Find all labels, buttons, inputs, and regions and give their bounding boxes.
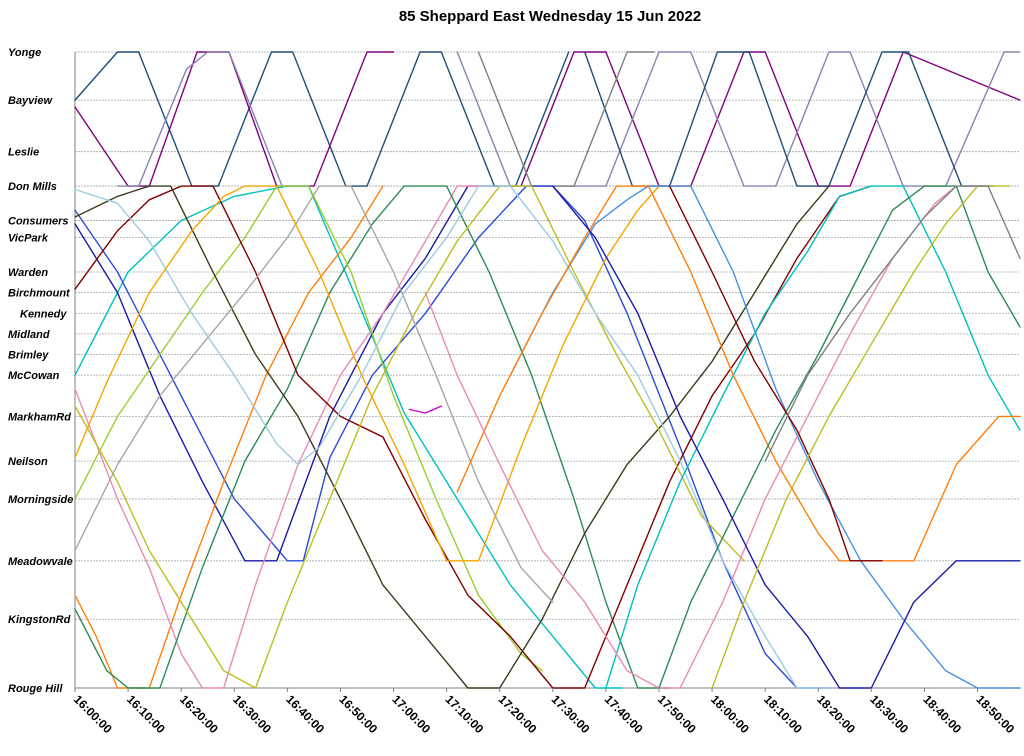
trip-line-21 (605, 185, 1021, 689)
stop-label-brimley: Brimley (8, 350, 49, 362)
trip-line-28 (711, 185, 1011, 689)
chart-title: 85 Sheppard East Wednesday 15 Jun 2022 (399, 8, 701, 25)
stop-label-meadowvale: Meadowvale (8, 556, 73, 568)
trip-line-8 (74, 185, 623, 689)
stop-label-morningside: Morningside (8, 494, 73, 506)
trip-line-11 (74, 185, 384, 689)
trip-line-18 (74, 185, 554, 603)
trip-line-15 (74, 185, 872, 689)
trip-line-29 (764, 185, 1021, 462)
trip-line-17 (74, 185, 745, 689)
trip-line-23 (456, 185, 1021, 562)
stop-label-mccowan: McCowan (8, 370, 60, 382)
trip-line-26 (552, 185, 1021, 689)
trip-line-22 (509, 185, 1021, 689)
trip-lines (74, 51, 1021, 689)
stop-label-vicpark: VicPark (8, 233, 49, 245)
trip-line-3 (116, 51, 283, 187)
stop-label-midland: Midland (8, 329, 50, 341)
stop-label-yonge: Yonge (8, 47, 41, 59)
trip-line-12 (74, 185, 490, 689)
trip-line-27 (668, 185, 883, 562)
trip-line-20 (74, 185, 692, 562)
stop-label-warden: Warden (8, 267, 48, 279)
trip-line-24 (424, 185, 957, 689)
stop-label-kennedy: Kennedy (20, 308, 67, 320)
stop-label-markhamrd: MarkhamRd (8, 411, 71, 423)
stop-label-bayview: Bayview (8, 95, 53, 107)
trip-line-7 (477, 51, 655, 187)
trip-line-16 (74, 185, 830, 689)
trip-line-19 (74, 185, 830, 689)
stop-labels: Yonge Bayview Leslie Don Mills Consumers VicP… (8, 47, 73, 695)
stop-label-neilson: Neilson (8, 456, 48, 468)
trip-line-30 (408, 405, 442, 414)
stop-label-leslie: Leslie (8, 147, 39, 159)
stop-label-rouge hill: Rouge Hill (8, 683, 63, 695)
trip-line-10 (74, 185, 501, 562)
stop-label-consumers: Consumers (8, 215, 69, 227)
trip-line-1 (74, 51, 570, 187)
stop-label-kingstonrd: KingstonRd (8, 614, 71, 626)
trip-line-25 (658, 185, 1021, 689)
stop-label-don mills: Don Mills (8, 181, 57, 193)
trip-line-9 (74, 185, 830, 689)
trip-line-14 (74, 185, 543, 672)
stop-label-birchmount: Birchmount (8, 288, 71, 300)
